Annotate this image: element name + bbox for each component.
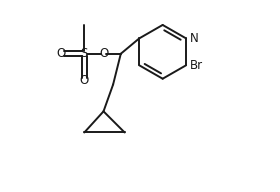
Text: O: O: [57, 47, 66, 60]
Text: O: O: [99, 47, 108, 60]
Text: N: N: [190, 32, 198, 45]
Text: S: S: [81, 47, 88, 60]
Text: Br: Br: [190, 59, 203, 72]
Text: O: O: [80, 74, 89, 87]
